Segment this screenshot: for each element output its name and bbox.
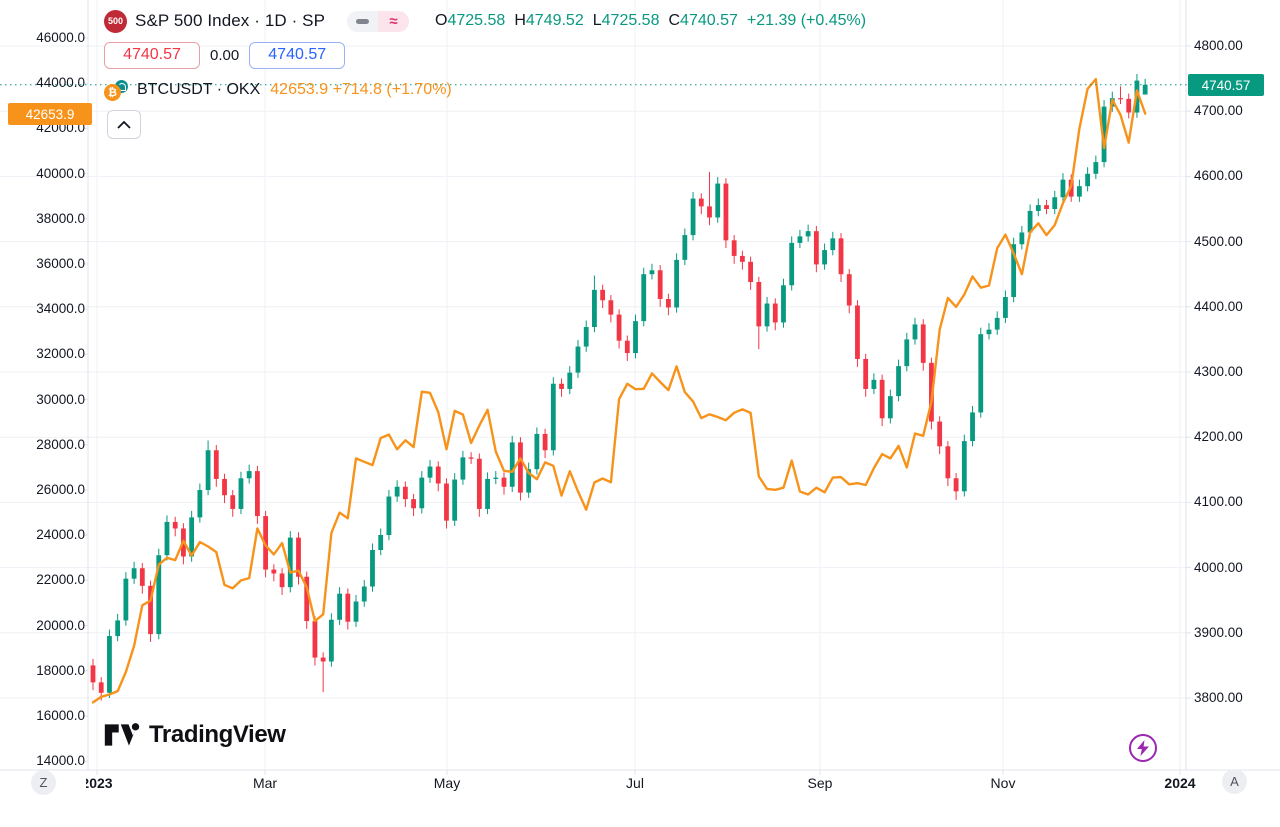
low-label: L xyxy=(592,12,602,29)
left-axis-label: 22000.0 xyxy=(36,572,85,588)
sp500-last-price-tag: 4740.57 xyxy=(1188,74,1264,96)
left-axis-label: 16000.0 xyxy=(36,708,85,723)
market-status-pill[interactable]: ≈ xyxy=(347,10,410,32)
tradingview-logo-icon xyxy=(104,723,140,746)
left-axis-label: 14000.0 xyxy=(36,753,85,769)
btc-series-values: 42653.9 +714.8 (+1.70%) xyxy=(270,81,452,98)
time-axis-label: 2024 xyxy=(1164,775,1196,791)
left-axis-label: 38000.0 xyxy=(36,210,85,226)
close-label: C xyxy=(668,12,681,29)
right-axis-label: 4400.00 xyxy=(1194,298,1243,314)
left-axis-label: 20000.0 xyxy=(36,617,85,633)
symbol-title[interactable]: S&P 500 Index · 1D · SP xyxy=(135,11,326,30)
left-axis-label: 24000.0 xyxy=(36,527,85,543)
high-value: 4749.52 xyxy=(525,12,584,29)
left-axis-label: 44000.0 xyxy=(36,75,85,91)
time-axis-label: Jul xyxy=(626,775,644,791)
buy-price-button[interactable]: 4740.57 xyxy=(249,41,346,69)
left-axis-label: 30000.0 xyxy=(36,391,85,407)
left-axis-label: 40000.0 xyxy=(36,165,85,181)
right-axis-label: 4700.00 xyxy=(1194,103,1243,119)
right-axis-label: 4100.00 xyxy=(1194,494,1243,510)
btcusdt-line xyxy=(91,77,1147,704)
open-label: O xyxy=(435,12,448,29)
time-scale[interactable]: 2023 Mar May Jul Sep Nov 2024 xyxy=(86,772,1196,798)
left-axis-label: 46000.0 xyxy=(36,30,85,45)
shortcut-a-button[interactable]: A xyxy=(1222,769,1247,794)
sp500-symbol-icon: 500 xyxy=(104,9,127,33)
close-value: 4740.57 xyxy=(680,12,738,29)
change-value: +21.39 (+0.45%) xyxy=(746,12,867,29)
left-axis-label: 18000.0 xyxy=(36,662,85,678)
right-axis-label: 4200.00 xyxy=(1194,429,1243,445)
time-axis-label: Nov xyxy=(990,775,1016,791)
tradingview-logo[interactable]: TradingView xyxy=(104,721,286,749)
time-axis-label: May xyxy=(433,775,461,791)
right-axis-label: 3800.00 xyxy=(1194,690,1243,705)
gridlines xyxy=(0,0,1186,770)
spread-value: 0.00 xyxy=(210,46,240,64)
time-axis-label: Mar xyxy=(252,775,278,791)
low-value: 4725.58 xyxy=(601,12,660,29)
left-axis-label: 34000.0 xyxy=(36,301,85,317)
dash-chip-icon[interactable] xyxy=(347,10,379,32)
right-axis-label: 4000.00 xyxy=(1194,559,1243,575)
boost-button[interactable] xyxy=(1129,734,1157,762)
collapse-legend-button[interactable] xyxy=(107,110,141,139)
left-axis-label: 32000.0 xyxy=(36,346,85,362)
high-label: H xyxy=(514,12,526,29)
btcusdt-symbol-icon: ₿ xyxy=(104,79,130,101)
btc-series-title[interactable]: BTCUSDT · OKX xyxy=(137,81,261,98)
tradingview-logo-text: TradingView xyxy=(149,721,286,748)
right-axis-label: 4300.00 xyxy=(1194,364,1243,379)
left-axis-label: 36000.0 xyxy=(36,256,85,271)
open-value: 4725.58 xyxy=(447,12,506,29)
left-axis-label: 26000.0 xyxy=(36,482,85,497)
bitcoin-icon: ₿ xyxy=(104,84,121,101)
lightning-icon xyxy=(1137,740,1149,756)
ohlc-readout: O4725.58 H4749.52 L4725.58 C4740.57 +21.… xyxy=(435,12,866,30)
right-axis-label: 4600.00 xyxy=(1194,168,1243,184)
chevron-up-icon xyxy=(117,120,131,129)
time-axis-label: Sep xyxy=(807,775,833,791)
approx-chip-icon[interactable]: ≈ xyxy=(378,10,410,32)
legend: 500 S&P 500 Index · 1D · SP ≈ O4725.58 H… xyxy=(104,8,866,102)
sell-price-button[interactable]: 4740.57 xyxy=(104,41,200,69)
right-axis-label: 4800.00 xyxy=(1194,38,1243,53)
btc-last-price-tag: 42653.9 xyxy=(8,103,92,125)
right-axis-label: 4500.00 xyxy=(1194,233,1243,249)
sp500-candles xyxy=(90,74,1148,701)
right-axis-label: 3900.00 xyxy=(1194,624,1243,640)
time-axis-label: 2023 xyxy=(86,775,113,791)
shortcut-z-button[interactable]: Z xyxy=(31,770,56,795)
axis-borders xyxy=(0,0,1280,775)
left-axis-label: 28000.0 xyxy=(36,436,85,452)
